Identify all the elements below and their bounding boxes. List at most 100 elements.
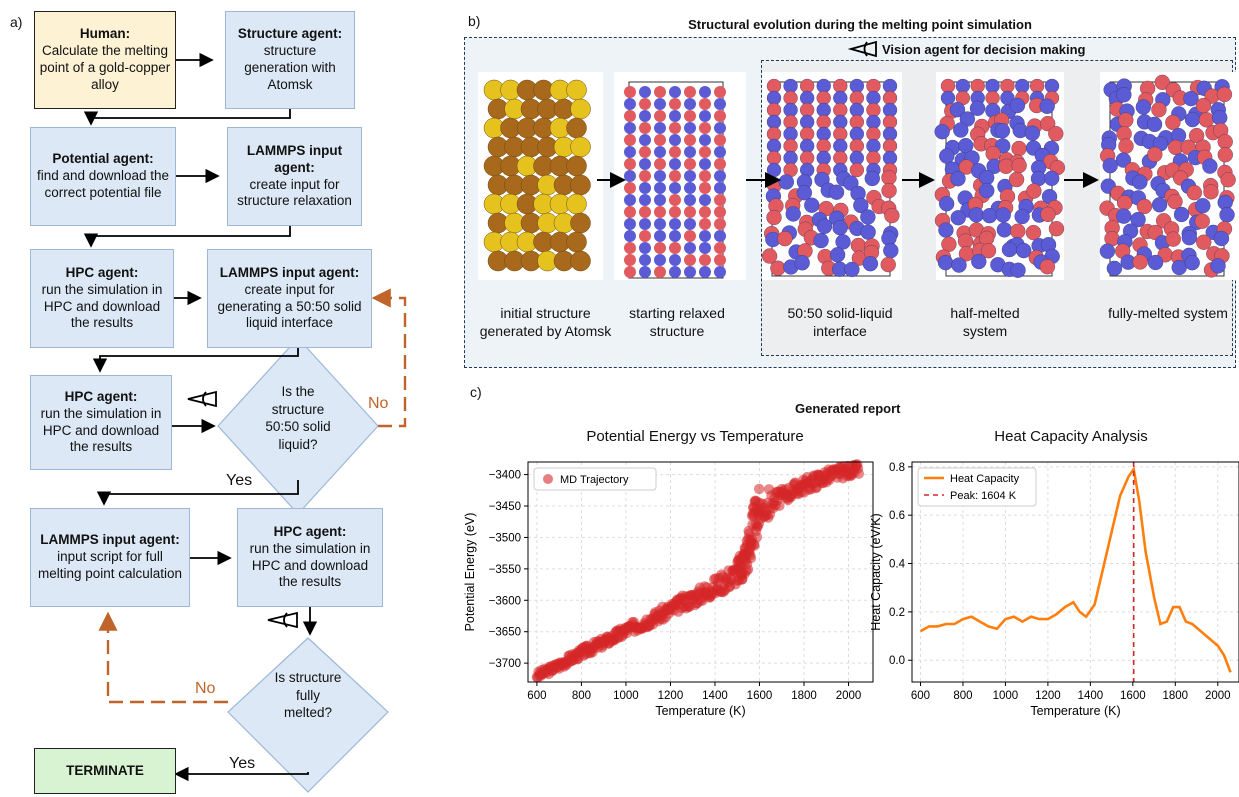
atom <box>624 86 636 98</box>
atom <box>699 182 711 194</box>
atom <box>654 122 666 134</box>
atom <box>684 110 696 122</box>
atom <box>884 207 900 224</box>
x-tick-label: 2000 <box>1205 690 1231 702</box>
atom <box>1039 98 1055 114</box>
atom <box>950 210 966 226</box>
atom <box>1147 146 1163 163</box>
atom <box>849 162 865 178</box>
caption-relaxed: starting relaxed structure <box>629 305 725 340</box>
atom <box>1173 206 1190 223</box>
atom <box>639 206 651 218</box>
plot-frame <box>527 461 874 683</box>
atom <box>624 98 636 110</box>
atom <box>669 254 681 266</box>
atom <box>624 218 636 230</box>
atom <box>761 248 778 264</box>
atom <box>639 194 651 206</box>
atom <box>1099 243 1116 259</box>
hpc-agent-1-text: run the simulation in HPC and download t… <box>41 281 163 331</box>
atom <box>654 146 666 158</box>
atom <box>699 146 711 158</box>
terminate-box: TERMINATE <box>34 748 176 794</box>
energy-plot-title: Potential Energy vs Temperature <box>586 428 804 445</box>
atom <box>1194 213 1210 229</box>
atom <box>684 134 696 146</box>
atom <box>684 242 696 254</box>
atom <box>714 146 726 158</box>
atom <box>844 261 860 278</box>
data-point <box>853 468 865 479</box>
atom <box>1147 254 1164 271</box>
atom <box>684 158 696 170</box>
y-tick-label: −3650 <box>489 627 521 639</box>
decision-diamond-2 <box>227 637 389 793</box>
atom <box>669 122 681 134</box>
atom <box>1132 254 1148 270</box>
atom <box>1009 97 1026 114</box>
x-tick-label: 2000 <box>836 690 862 702</box>
atom <box>639 86 651 98</box>
atom <box>1186 185 1203 201</box>
atom <box>1151 197 1168 213</box>
atom <box>624 110 636 122</box>
heat-capacity-chart: 600 800 1000 1200 1400 1600 1800 2000 0.0 0.2 0.4 0… <box>869 461 1239 718</box>
atom <box>639 266 651 278</box>
atom <box>1102 158 1118 174</box>
atom <box>624 134 636 146</box>
atom <box>714 98 726 110</box>
atom <box>1136 198 1153 215</box>
cp-plot-title: Heat Capacity Analysis <box>994 428 1148 445</box>
potential-agent-title: Potential agent: <box>52 151 154 167</box>
atom <box>684 122 696 134</box>
atom <box>785 206 801 222</box>
atom <box>654 194 666 206</box>
atom <box>777 230 793 247</box>
atom <box>684 218 696 230</box>
x-tick-label: 1800 <box>791 690 817 702</box>
atom <box>1044 170 1060 186</box>
atom <box>1216 86 1233 103</box>
caption-interface: 50:50 solid-liquid interface <box>787 305 893 340</box>
atom <box>1106 260 1123 277</box>
hpc-agent-box-3: HPC agent: run the simulation in HPC and… <box>237 508 383 607</box>
atom <box>684 86 696 98</box>
vision-agent-label: Vision agent for decision making <box>882 42 1086 57</box>
atom <box>639 218 651 230</box>
lammps-relax-title: LAMMPS input agent: <box>246 142 343 175</box>
atom <box>669 98 681 110</box>
atom <box>654 218 666 230</box>
heat-capacity-line <box>919 466 1232 673</box>
atom <box>971 253 987 270</box>
atom <box>813 232 829 249</box>
atom <box>1181 230 1198 246</box>
atom <box>1146 116 1163 133</box>
atom <box>1196 234 1212 250</box>
hpc-agent-3-title: HPC agent: <box>273 523 347 539</box>
hpc-agent-box-1: HPC agent: run the simulation in HPC and… <box>30 249 174 348</box>
atom <box>794 255 810 271</box>
atom <box>766 209 782 226</box>
atom <box>939 196 955 212</box>
x-tick-label: 1400 <box>702 690 728 702</box>
atom <box>699 122 711 134</box>
atom <box>639 122 651 134</box>
atom <box>714 86 726 98</box>
atom <box>654 98 666 110</box>
atom <box>639 230 651 242</box>
atom <box>699 218 711 230</box>
atom <box>714 122 726 134</box>
atom <box>1008 171 1025 188</box>
decision-2-text: Is structure fully melted? <box>274 670 342 721</box>
atom <box>714 242 726 254</box>
y-axis-label: Heat Capacity (eV/K) <box>869 513 883 630</box>
atom <box>714 194 726 206</box>
atom <box>669 242 681 254</box>
lammps-interface-title: LAMMPS input agent: <box>219 264 360 280</box>
atom <box>669 146 681 158</box>
potential-agent-text: find and download the correct potential … <box>36 168 170 200</box>
atom <box>639 182 651 194</box>
caption-initial: initial structure generated by Atomsk <box>479 305 612 340</box>
atom <box>624 146 636 158</box>
panel-a-letter: a) <box>10 14 23 30</box>
